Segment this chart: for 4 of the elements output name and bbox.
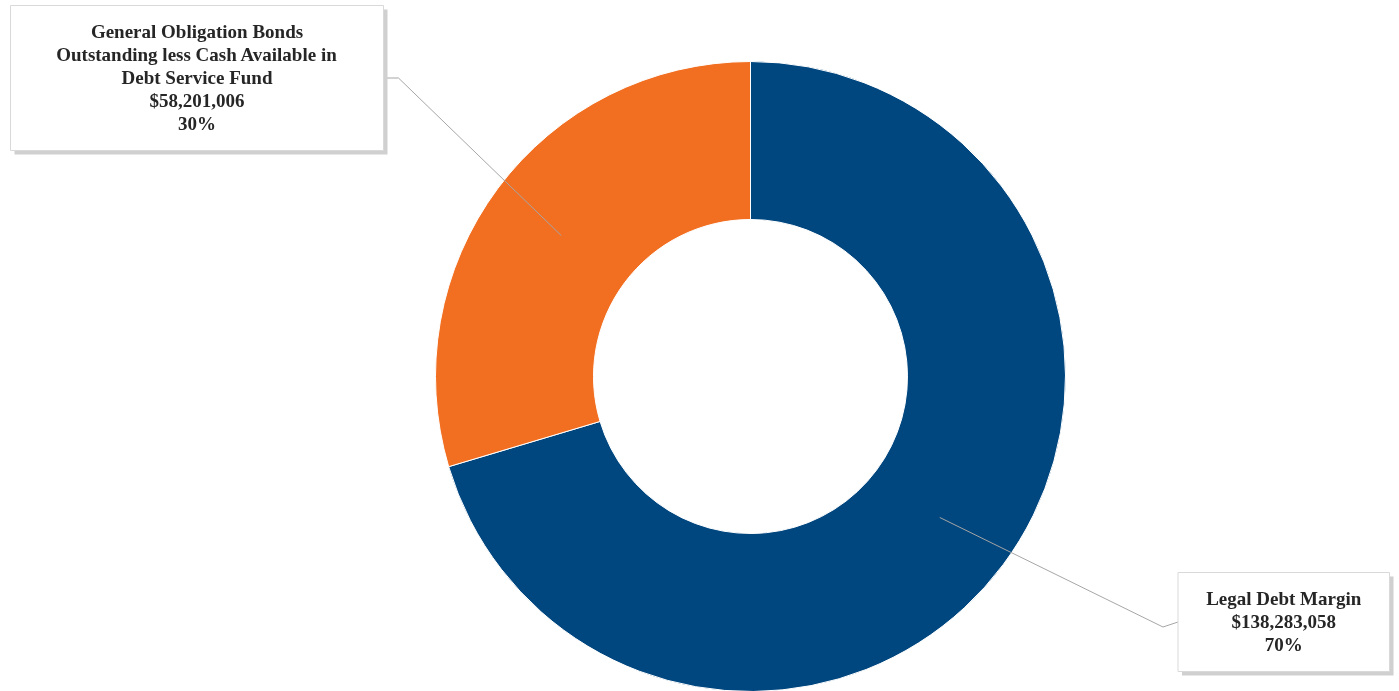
slice-label: General Obligation Bonds Outstanding less Cash Available in Debt Service Fund xyxy=(56,20,338,88)
slice-label: Legal Debt Margin xyxy=(1206,587,1362,609)
data-label: $58,201,006 30% xyxy=(149,89,245,134)
data-label: $138,283,058 70% xyxy=(1231,610,1336,655)
